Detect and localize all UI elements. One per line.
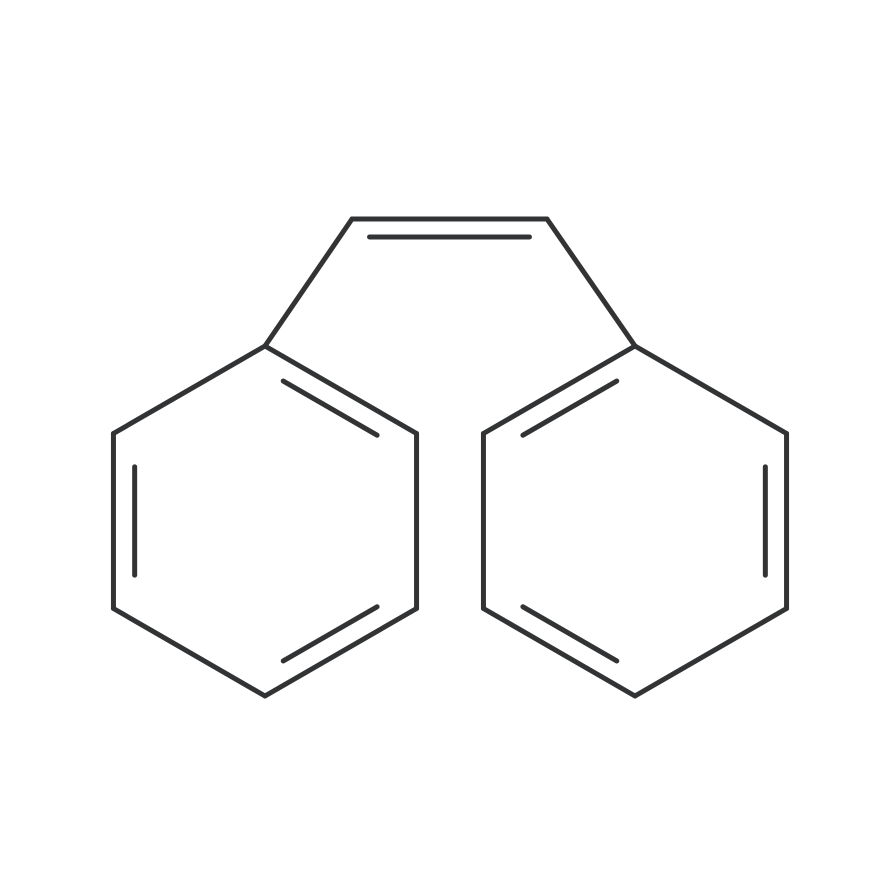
molecule-diagram [0, 0, 890, 890]
